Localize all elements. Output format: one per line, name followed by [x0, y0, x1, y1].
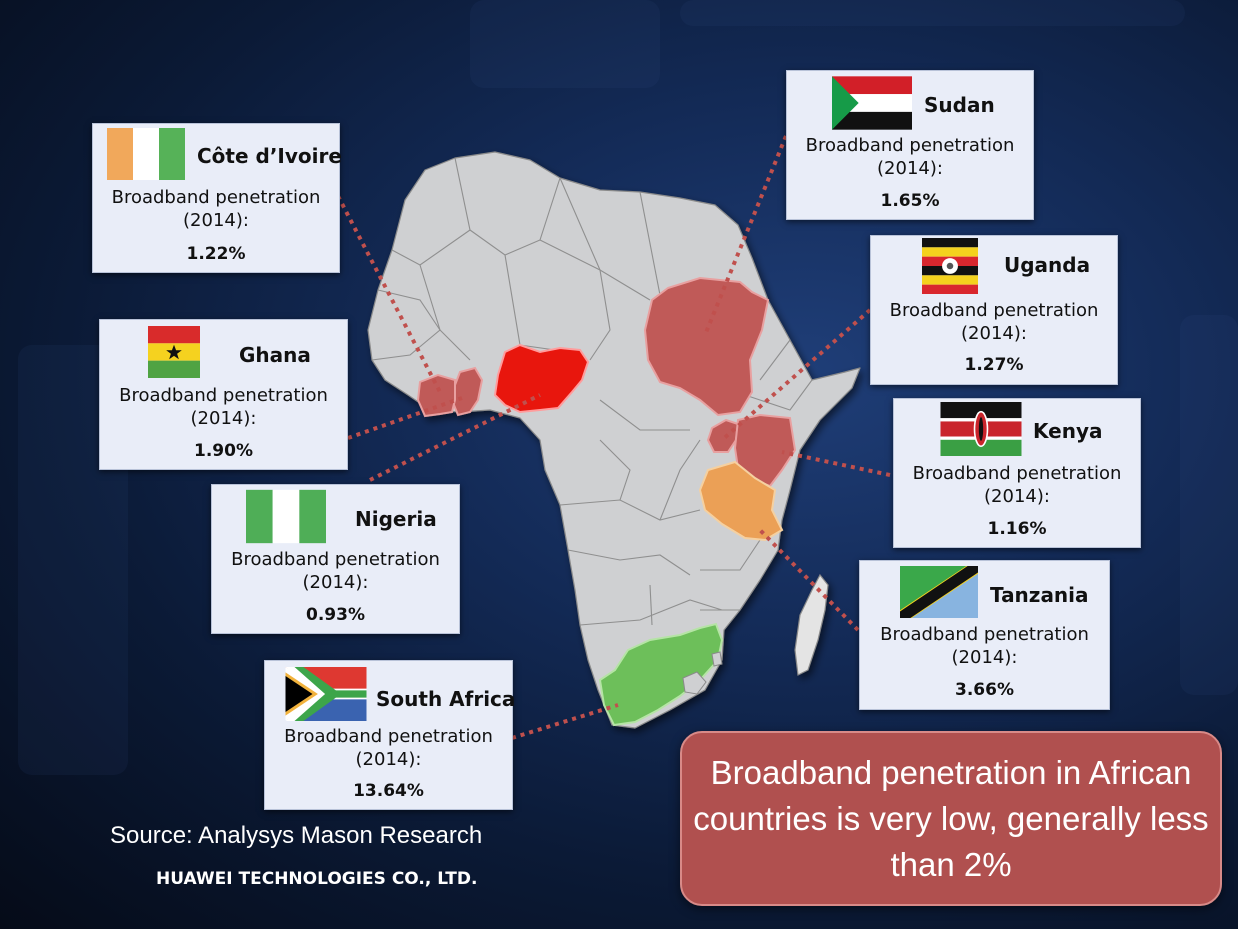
uganda-flag — [922, 238, 978, 294]
penetration-value: 1.27% — [964, 355, 1024, 375]
connector-cote-divoire — [336, 195, 442, 393]
metric-label: Broadband penetration (2014): — [889, 300, 1099, 344]
source-credit: Source: Analysys Mason Research — [110, 822, 483, 849]
country-card-sudan: Sudan Broadband penetration (2014): 1.65… — [786, 70, 1034, 220]
background-panel — [680, 0, 1185, 26]
penetration-value: 1.90% — [194, 441, 253, 461]
country-card-cote-divoire: Côte d’Ivoire Broadband penetration (201… — [92, 123, 342, 273]
sudan-flag — [832, 76, 912, 130]
background-panel — [1180, 315, 1238, 695]
country-name: Tanzania — [990, 583, 1089, 607]
connector-uganda — [720, 308, 872, 442]
cote-divoire-flag — [107, 128, 185, 180]
tanzania-flag — [900, 566, 978, 618]
penetration-value: 3.66% — [955, 680, 1014, 700]
penetration-value: 1.22% — [186, 244, 246, 264]
kenya-region — [733, 413, 797, 488]
connector-south-africa — [511, 703, 619, 740]
south-africa-flag — [285, 667, 367, 721]
country-card-ghana: Ghana Broadband penetration (2014): 1.90… — [99, 319, 348, 470]
country-card-south-africa: South Africa Broadband penetration (2014… — [264, 660, 516, 810]
ghana-flag — [148, 326, 200, 378]
country-name: Kenya — [1033, 419, 1103, 443]
nigeria-region — [493, 343, 590, 414]
connector-lines — [336, 135, 891, 740]
connector-kenya — [781, 450, 891, 477]
country-card-tanzania: Tanzania Broadband penetration (2014): 3… — [859, 560, 1110, 710]
uganda-region — [706, 418, 740, 453]
madagascar — [794, 573, 829, 676]
metric-label: Broadband penetration (2014): — [880, 624, 1089, 668]
penetration-value: 1.16% — [987, 519, 1047, 539]
country-name: Côte d’Ivoire — [197, 144, 342, 168]
penetration-value: 1.65% — [880, 191, 940, 211]
connector-ghana — [347, 396, 463, 440]
swaziland — [711, 651, 723, 667]
metric-label: Broadband penetration (2014): — [119, 385, 328, 429]
sudan-region — [643, 276, 770, 417]
background-panel — [470, 0, 660, 88]
country-name: Nigeria — [355, 507, 437, 531]
penetration-value: 13.64% — [353, 781, 424, 801]
company-name: HUAWEI TECHNOLOGIES CO., LTD. — [156, 869, 478, 889]
metric-label: Broadband penetration (2014): — [805, 135, 1015, 179]
penetration-value: 0.93% — [306, 605, 365, 625]
metric-label: Broadband penetration (2014): — [111, 187, 321, 231]
country-name: South Africa — [376, 687, 516, 711]
metric-label: Broadband penetration (2014): — [231, 549, 440, 593]
lesotho — [682, 671, 707, 695]
country-name: Sudan — [924, 93, 995, 117]
tanzania-region — [698, 460, 784, 542]
country-card-kenya: Kenya Broadband penetration (2014): 1.16… — [893, 398, 1141, 548]
kenya-flag — [940, 402, 1022, 456]
metric-label: Broadband penetration (2014): — [912, 463, 1122, 507]
country-name: Uganda — [1004, 253, 1091, 277]
summary-callout: Broadband penetration in African countri… — [680, 731, 1222, 906]
nigeria-flag — [246, 489, 326, 544]
country-name: Ghana — [239, 343, 311, 367]
country-card-nigeria: Nigeria Broadband penetration (2014): 0.… — [211, 484, 460, 634]
country-card-uganda: Uganda Broadband penetration (2014): 1.2… — [870, 235, 1118, 385]
metric-label: Broadband penetration (2014): — [284, 726, 493, 770]
